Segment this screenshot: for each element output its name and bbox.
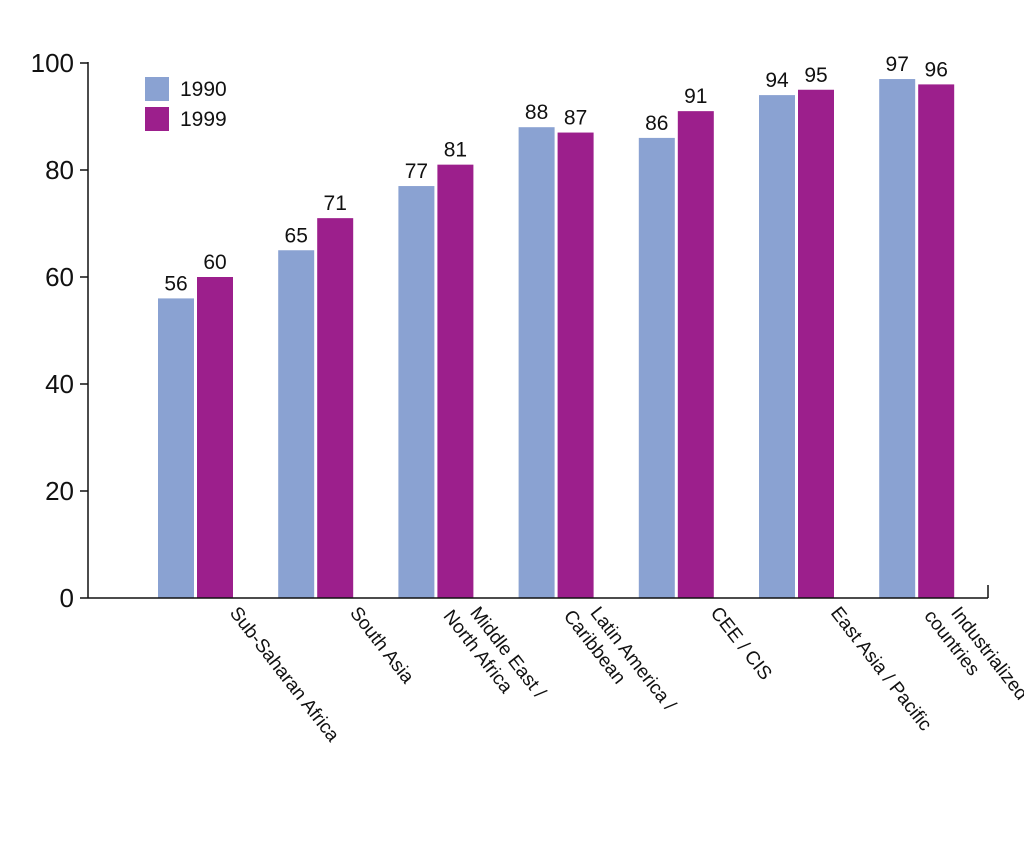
data-label-1990: 86 (645, 112, 668, 135)
bar-1990 (158, 298, 194, 598)
category-label: South Asia (345, 603, 418, 688)
data-label-1999: 95 (804, 64, 827, 87)
legend: 1990 1999 (145, 77, 227, 131)
data-label-1990: 88 (525, 101, 548, 124)
category-label: East Asia / Pacific (826, 603, 936, 735)
category-label: Middle East /North Africa (439, 592, 550, 717)
bar-1999 (918, 84, 955, 598)
data-label-1999: 91 (684, 85, 707, 108)
bar-1990 (518, 127, 555, 598)
data-label-1999: 71 (324, 192, 347, 215)
y-tick-label: 100 (31, 48, 74, 78)
legend-swatch-1999 (145, 107, 169, 131)
legend-label-1990: 1990 (180, 78, 227, 101)
y-tick-label: 40 (45, 369, 74, 399)
category-label-line: South Asia (345, 603, 418, 688)
bars (158, 79, 955, 599)
category-label: Industrializedcountries (920, 592, 1024, 718)
data-label-1990: 94 (765, 69, 789, 92)
bar-1999 (557, 132, 594, 599)
bar-1990 (879, 79, 916, 599)
category-label: Sub-Saharan Africa (225, 603, 343, 746)
y-tick-label: 60 (45, 262, 74, 292)
y-axis-ticks: 0 20 40 60 80 100 (31, 48, 88, 613)
bar-1999 (197, 277, 233, 598)
bar-1990 (398, 186, 435, 599)
bar-1999 (677, 111, 714, 599)
data-label-1990: 65 (285, 224, 308, 247)
bar-1990 (638, 137, 675, 598)
bar-1990 (278, 250, 315, 598)
y-tick-label: 20 (45, 476, 74, 506)
legend-swatch-1990 (145, 77, 169, 101)
category-label-line: Sub-Saharan Africa (225, 603, 343, 746)
data-label-1990: 56 (164, 272, 187, 295)
bar-1999 (317, 218, 354, 598)
data-label-1999: 60 (203, 251, 226, 274)
legend-label-1999: 1999 (180, 108, 227, 131)
category-label: CEE / CIS (706, 603, 776, 684)
category-label: Latin America /Caribbean (559, 592, 680, 730)
category-label-line: East Asia / Pacific (826, 603, 936, 735)
axes (87, 62, 989, 599)
bar-1999 (798, 89, 834, 598)
data-label-1999: 81 (444, 139, 467, 162)
data-labels: 56 60 65 71 77 81 88 87 86 91 94 95 97 96 (164, 53, 948, 295)
category-label-line: CEE / CIS (706, 603, 776, 684)
category-labels: Sub-Saharan Africa South Asia Middle East … (225, 592, 1024, 746)
bar-1990 (759, 95, 795, 598)
bar-1999 (437, 164, 474, 598)
data-label-1990: 77 (405, 160, 428, 183)
data-label-1990: 97 (886, 53, 909, 76)
y-tick-label: 0 (60, 583, 74, 613)
data-label-1999: 96 (925, 58, 948, 81)
data-label-1999: 87 (564, 107, 587, 130)
y-tick-label: 80 (45, 155, 74, 185)
